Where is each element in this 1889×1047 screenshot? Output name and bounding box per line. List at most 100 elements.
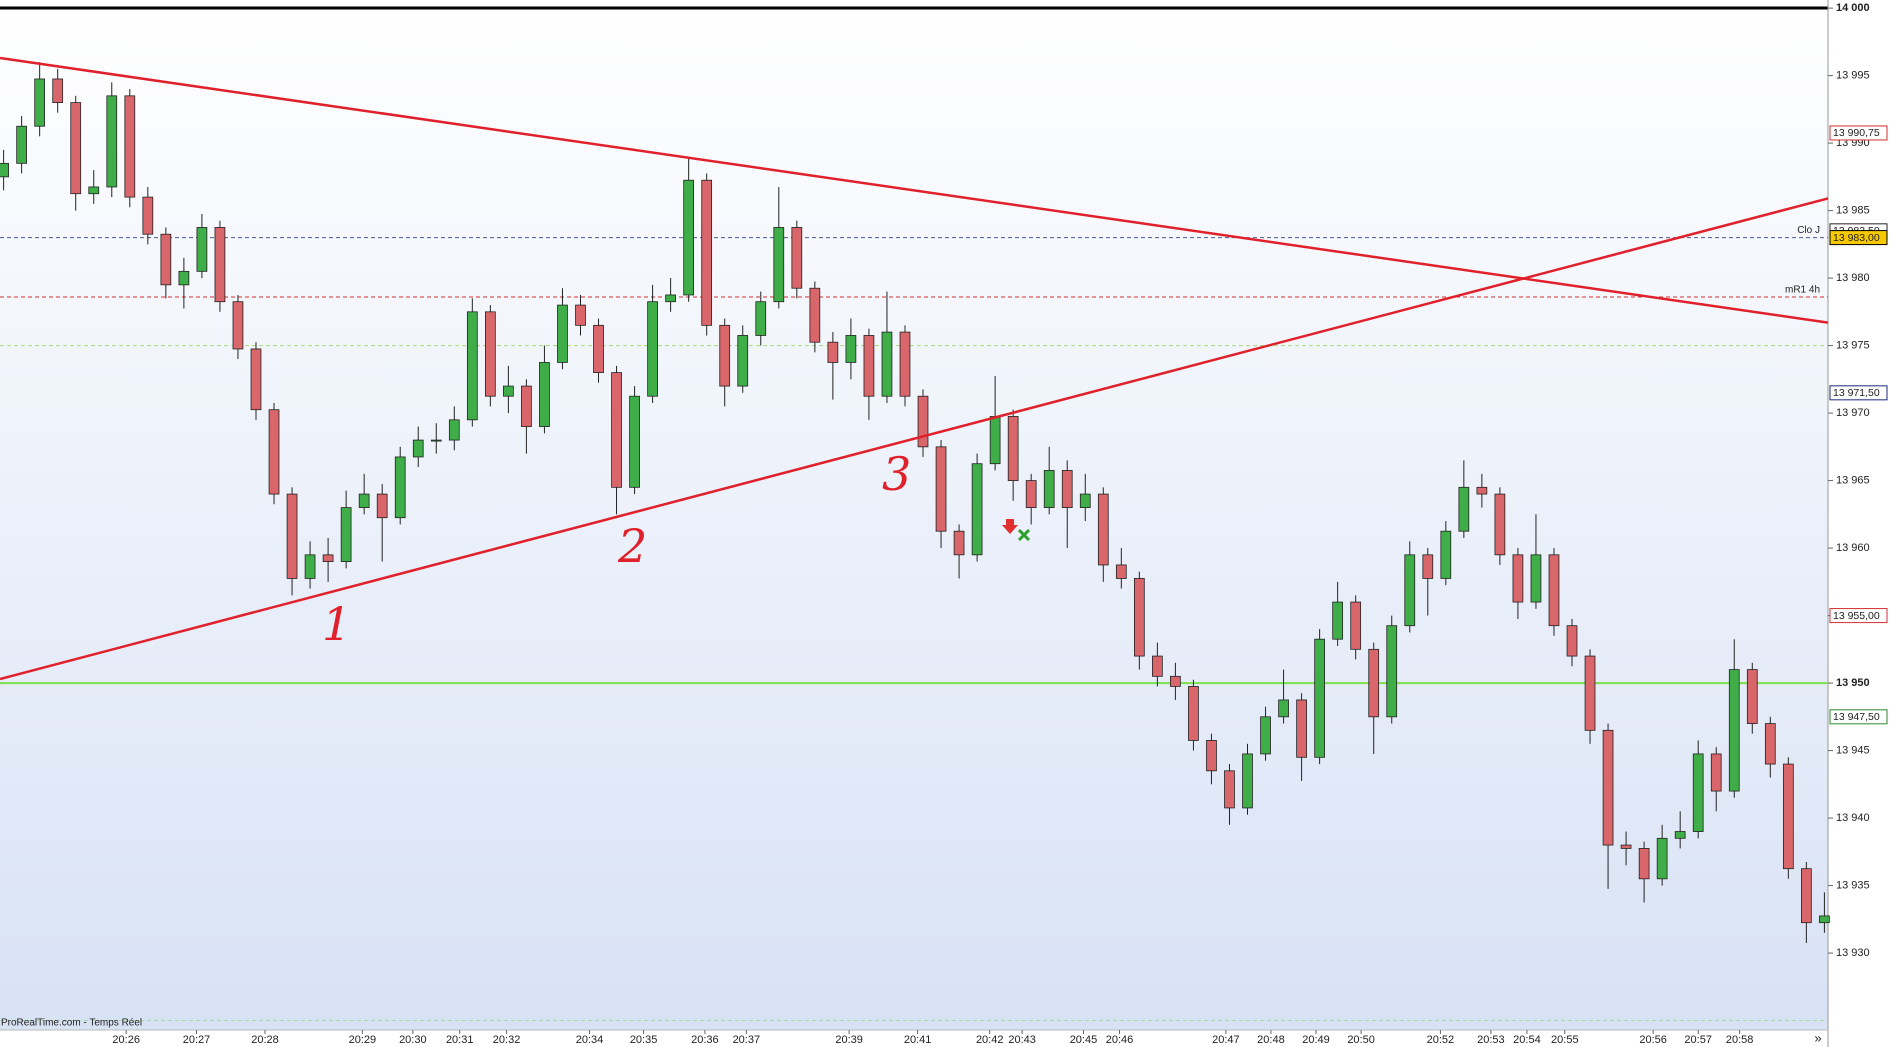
x-tick-label: 20:41 bbox=[904, 1034, 932, 1046]
candle-body bbox=[1025, 480, 1037, 508]
x-tick-label: 20:28 bbox=[251, 1034, 279, 1046]
y-tick-label: 13 985 bbox=[1836, 204, 1870, 216]
candle-body bbox=[1476, 486, 1488, 495]
x-tick-label: 20:30 bbox=[399, 1034, 427, 1046]
candle-body bbox=[935, 446, 947, 532]
candle-body bbox=[1458, 486, 1470, 532]
candle-body bbox=[34, 78, 46, 127]
candle-body bbox=[647, 301, 658, 397]
candle-body bbox=[1801, 868, 1812, 924]
candle-body bbox=[358, 493, 370, 508]
price-label-box bbox=[1829, 230, 1888, 246]
sell-arrow bbox=[1002, 519, 1018, 534]
candle-body bbox=[412, 439, 424, 458]
candle-body bbox=[214, 227, 226, 303]
price-label: 13 983,00 bbox=[1833, 232, 1880, 244]
candle-body bbox=[1638, 848, 1650, 880]
price-label: 13 955,00 bbox=[1833, 610, 1880, 622]
candle-body bbox=[1115, 564, 1127, 579]
candle-body bbox=[448, 419, 460, 441]
x-tick-label: 20:31 bbox=[446, 1034, 474, 1046]
candle-body bbox=[1097, 493, 1109, 566]
candle-body bbox=[70, 102, 82, 195]
x-tick-label: 20:27 bbox=[183, 1034, 211, 1046]
x-tick-label: 20:26 bbox=[112, 1034, 140, 1046]
candle-body bbox=[665, 294, 676, 303]
candle-body bbox=[160, 233, 172, 286]
candle-body bbox=[1079, 493, 1091, 508]
candle-body bbox=[593, 324, 604, 373]
candle-body bbox=[268, 409, 280, 495]
candle-body bbox=[322, 554, 334, 562]
y-tick-label: 13 965 bbox=[1836, 474, 1870, 486]
x-tick-label: 20:58 bbox=[1726, 1034, 1754, 1046]
candle-body bbox=[1530, 554, 1542, 603]
candle-body bbox=[142, 196, 154, 235]
candle-body bbox=[1043, 470, 1055, 508]
candle-body bbox=[539, 362, 550, 427]
candle-body bbox=[1620, 844, 1632, 849]
x-tick-label: 20:35 bbox=[630, 1034, 658, 1046]
candle-body bbox=[466, 311, 478, 421]
candle-body bbox=[1782, 763, 1794, 870]
candle-body bbox=[106, 95, 118, 188]
candle-body bbox=[863, 335, 875, 397]
candle-body bbox=[1260, 716, 1271, 755]
candle-body bbox=[1386, 625, 1398, 718]
candle-body bbox=[1819, 915, 1830, 924]
candle-body bbox=[1152, 655, 1163, 677]
exit-cross bbox=[1017, 528, 1031, 542]
candle-body bbox=[521, 385, 532, 427]
x-tick-label: 20:54 bbox=[1513, 1034, 1541, 1046]
candle-body bbox=[1656, 837, 1668, 880]
candle-body bbox=[1548, 554, 1560, 627]
y-tick-label: 13 975 bbox=[1836, 339, 1870, 351]
candle-body bbox=[1566, 625, 1578, 657]
candle-body bbox=[88, 186, 100, 195]
y-tick-label: 13 980 bbox=[1836, 272, 1870, 284]
candle-body bbox=[629, 395, 640, 488]
y-tick-label: 13 960 bbox=[1836, 542, 1870, 554]
price-label-box bbox=[1829, 608, 1888, 624]
candle-body bbox=[1133, 578, 1145, 657]
candle-body bbox=[1350, 601, 1362, 650]
candle-body bbox=[773, 227, 785, 303]
x-tick-label: 20:48 bbox=[1257, 1034, 1285, 1046]
candle-body bbox=[611, 372, 622, 488]
candle-body bbox=[286, 493, 298, 579]
price-label: 13 971,50 bbox=[1833, 387, 1880, 399]
candle-body bbox=[719, 324, 731, 387]
candle-body bbox=[52, 78, 64, 103]
candle-body bbox=[737, 335, 749, 387]
y-tick-label: 13 970 bbox=[1836, 407, 1870, 419]
level-label: Clo J bbox=[1797, 225, 1820, 236]
candle-body bbox=[881, 331, 893, 397]
candle-body bbox=[1224, 770, 1235, 809]
footer: ProRealTime.com - Temps Réel bbox=[1, 1018, 142, 1029]
annotation: 3 bbox=[882, 447, 911, 501]
candle-body bbox=[1746, 669, 1758, 724]
candle-body bbox=[1061, 470, 1073, 508]
candle-body bbox=[1710, 753, 1722, 792]
candle-body bbox=[1764, 723, 1776, 765]
candle-body bbox=[503, 385, 514, 397]
x-tick-label: 20:55 bbox=[1551, 1034, 1579, 1046]
x-tick-label: 20:56 bbox=[1639, 1034, 1667, 1046]
plot-background bbox=[0, 0, 1828, 1030]
candle-body bbox=[953, 530, 965, 556]
y-tick-label: 14 000 bbox=[1836, 2, 1870, 14]
candle-body bbox=[1422, 554, 1434, 579]
candle-body bbox=[1007, 416, 1019, 481]
candle-body bbox=[683, 179, 695, 296]
x-tick-label: 20:29 bbox=[349, 1034, 377, 1046]
candle-body bbox=[250, 348, 262, 411]
candle-body bbox=[1692, 753, 1704, 832]
candle-body bbox=[557, 304, 568, 363]
candle-body bbox=[989, 416, 1001, 465]
y-tick-label: 13 930 bbox=[1836, 947, 1870, 959]
nav-button[interactable]: » bbox=[1814, 1030, 1821, 1045]
x-tick-label: 20:32 bbox=[493, 1034, 521, 1046]
candle-body bbox=[809, 287, 821, 343]
x-tick-label: 20:39 bbox=[835, 1034, 863, 1046]
